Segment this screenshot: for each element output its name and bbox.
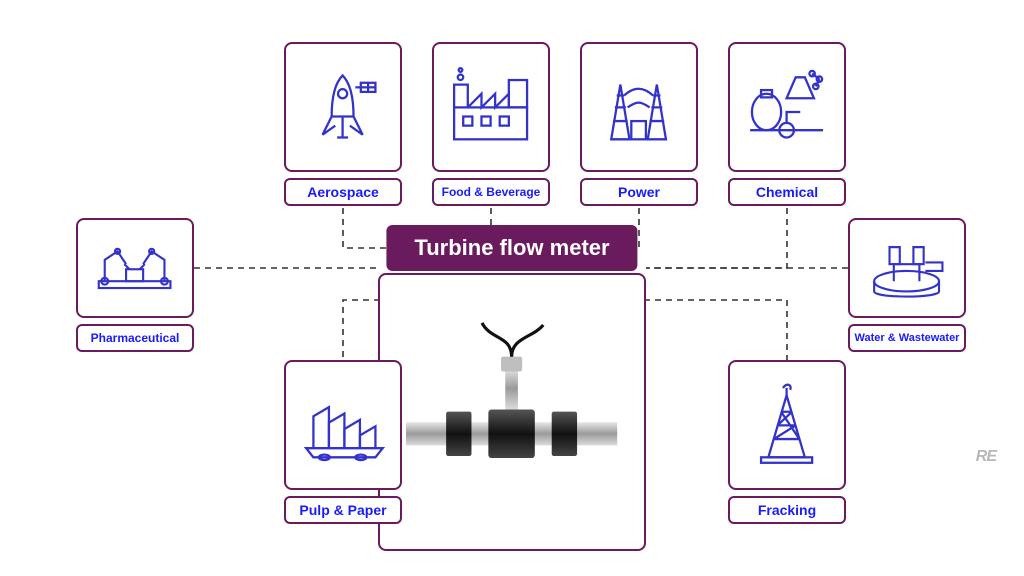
- node-fracking: Fracking: [728, 360, 846, 524]
- pulp-icon: [297, 375, 388, 476]
- water-icon: [861, 230, 952, 307]
- water-icon-box: [848, 218, 966, 318]
- node-pulp: Pulp & Paper: [284, 360, 402, 524]
- food-label: Food & Beverage: [432, 178, 550, 206]
- chemical-label: Chemical: [728, 178, 846, 206]
- node-food: Food & Beverage: [432, 42, 550, 206]
- factory-icon: [445, 57, 536, 158]
- center-title: Turbine flow meter: [386, 225, 637, 271]
- chemical-icon-box: [728, 42, 846, 172]
- watermark: RE: [976, 448, 996, 466]
- center-title-text: Turbine flow meter: [414, 235, 609, 261]
- derrick-icon: [741, 375, 832, 476]
- node-power: Power: [580, 42, 698, 206]
- aerospace-label: Aerospace: [284, 178, 402, 206]
- food-icon-box: [432, 42, 550, 172]
- rocket-icon: [297, 57, 388, 158]
- power-label: Power: [580, 178, 698, 206]
- fracking-icon-box: [728, 360, 846, 490]
- node-aerospace: Aerospace: [284, 42, 402, 206]
- center-flow-meter-box: [378, 273, 646, 551]
- pulp-icon-box: [284, 360, 402, 490]
- pulp-label: Pulp & Paper: [284, 496, 402, 524]
- pharma-icon-box: [76, 218, 194, 318]
- node-chemical: Chemical: [728, 42, 846, 206]
- fracking-label: Fracking: [728, 496, 846, 524]
- node-water: Water & Wastewater: [848, 218, 966, 352]
- chemical-icon: [741, 57, 832, 158]
- pharma-label: Pharmaceutical: [76, 324, 194, 352]
- flow-meter-icon: [406, 302, 617, 521]
- power-icon: [593, 57, 684, 158]
- aerospace-icon-box: [284, 42, 402, 172]
- power-icon-box: [580, 42, 698, 172]
- water-label: Water & Wastewater: [848, 324, 966, 352]
- robot-arm-icon: [89, 230, 180, 307]
- node-pharma: Pharmaceutical: [76, 218, 194, 352]
